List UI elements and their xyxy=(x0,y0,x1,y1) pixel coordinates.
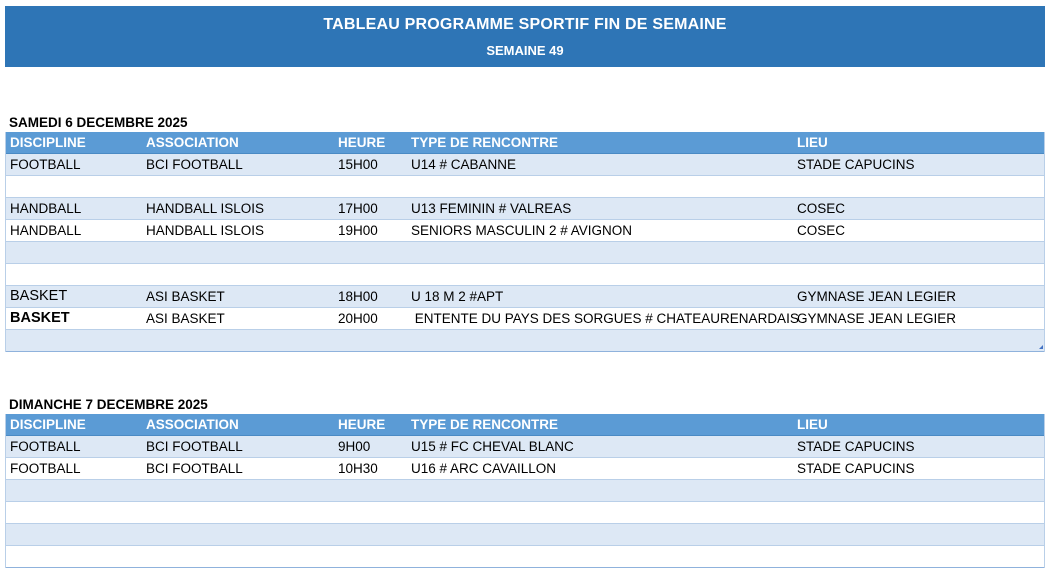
cell-lieu[interactable]: GYMNASE JEAN LEGIER xyxy=(797,289,957,304)
saturday-title: SAMEDI 6 DECEMBRE 2025 xyxy=(9,115,188,130)
header-lieu: LIEU xyxy=(797,417,828,432)
sunday-section: DIMANCHE 7 DECEMBRE 2025 DISCIPLINE ASSO… xyxy=(5,395,1045,568)
table-row xyxy=(6,242,1044,264)
cell-discipline[interactable]: FOOTBALL xyxy=(10,461,81,476)
header-discipline: DISCIPLINE xyxy=(10,417,86,432)
cell-association[interactable]: ASI BASKET xyxy=(146,311,225,326)
header-heure: HEURE xyxy=(338,135,386,150)
cell-discipline[interactable]: BASKET xyxy=(10,288,68,304)
header-association: ASSOCIATION xyxy=(146,135,239,150)
cell-heure[interactable]: 15H00 xyxy=(338,157,378,172)
header-lieu: LIEU xyxy=(797,135,828,150)
cell-association[interactable]: BCI FOOTBALL xyxy=(146,461,243,476)
sunday-title: DIMANCHE 7 DECEMBRE 2025 xyxy=(9,397,208,412)
cell-type[interactable]: U13 FEMININ # VALREAS xyxy=(411,201,572,216)
sunday-table: DISCIPLINE ASSOCIATION HEURE TYPE DE REN… xyxy=(5,414,1045,568)
cell-association[interactable]: BCI FOOTBALL xyxy=(146,157,243,172)
header-discipline: DISCIPLINE xyxy=(10,135,86,150)
cell-association[interactable]: BCI FOOTBALL xyxy=(146,439,243,454)
table-row xyxy=(6,330,1044,352)
cell-association[interactable]: HANDBALL ISLOIS xyxy=(146,201,265,216)
table-resize-handle-icon[interactable] xyxy=(1039,345,1043,349)
cell-lieu[interactable]: GYMNASE JEAN LEGIER xyxy=(797,311,957,326)
cell-heure[interactable]: 20H00 xyxy=(338,311,378,326)
header-type: TYPE DE RENCONTRE xyxy=(411,417,559,432)
cell-discipline[interactable]: HANDBALL xyxy=(10,201,82,216)
cell-lieu[interactable]: STADE CAPUCINS xyxy=(797,439,915,454)
cell-type[interactable]: U15 # FC CHEVAL BLANC xyxy=(411,439,574,454)
saturday-section: SAMEDI 6 DECEMBRE 2025 DISCIPLINE ASSOCI… xyxy=(5,113,1045,352)
table-row: HANDBALL HANDBALL ISLOIS 17H00 U13 FEMIN… xyxy=(6,198,1044,220)
table-row: FOOTBALL BCI FOOTBALL 10H30 U16 # ARC CA… xyxy=(6,458,1044,480)
page-title: TABLEAU PROGRAMME SPORTIF FIN DE SEMAINE xyxy=(323,16,727,33)
table-row xyxy=(6,502,1044,524)
cell-heure[interactable]: 10H30 xyxy=(338,461,378,476)
cell-association[interactable]: HANDBALL ISLOIS xyxy=(146,223,265,238)
cell-heure[interactable]: 19H00 xyxy=(338,223,378,238)
table-row xyxy=(6,546,1044,568)
saturday-table: DISCIPLINE ASSOCIATION HEURE TYPE DE REN… xyxy=(5,132,1045,352)
cell-type[interactable]: U16 # ARC CAVAILLON xyxy=(411,461,557,476)
cell-type[interactable]: U14 # CABANNE xyxy=(411,157,517,172)
header-type: TYPE DE RENCONTRE xyxy=(411,135,559,150)
week-subtitle: SEMAINE 49 xyxy=(486,43,564,58)
cell-discipline[interactable]: FOOTBALL xyxy=(10,157,81,172)
cell-type[interactable]: ENTENTE DU PAYS DES SORGUES # CHATEAUREN… xyxy=(411,311,799,326)
table-header-row: DISCIPLINE ASSOCIATION HEURE TYPE DE REN… xyxy=(6,132,1044,154)
table-row xyxy=(6,524,1044,546)
header-heure: HEURE xyxy=(338,417,386,432)
cell-discipline[interactable]: HANDBALL xyxy=(10,223,82,238)
table-row: HANDBALL HANDBALL ISLOIS 19H00 SENIORS M… xyxy=(6,220,1044,242)
table-row xyxy=(6,176,1044,198)
table-row xyxy=(6,480,1044,502)
table-header-row: DISCIPLINE ASSOCIATION HEURE TYPE DE REN… xyxy=(6,414,1044,436)
page-banner: TABLEAU PROGRAMME SPORTIF FIN DE SEMAINE… xyxy=(5,6,1045,67)
cell-type[interactable]: U 18 M 2 #APT xyxy=(411,289,504,304)
table-row: FOOTBALL BCI FOOTBALL 9H00 U15 # FC CHEV… xyxy=(6,436,1044,458)
cell-lieu[interactable]: COSEC xyxy=(797,223,846,238)
cell-lieu[interactable]: COSEC xyxy=(797,201,846,216)
table-row: FOOTBALL BCI FOOTBALL 15H00 U14 # CABANN… xyxy=(6,154,1044,176)
table-row: BASKET ASI BASKET 18H00 U 18 M 2 #APT GY… xyxy=(6,286,1044,308)
header-association: ASSOCIATION xyxy=(146,417,239,432)
cell-heure[interactable]: 9H00 xyxy=(338,439,371,454)
cell-lieu[interactable]: STADE CAPUCINS xyxy=(797,157,915,172)
cell-association[interactable]: ASI BASKET xyxy=(146,289,225,304)
cell-type[interactable]: SENIORS MASCULIN 2 # AVIGNON xyxy=(411,223,633,238)
cell-discipline[interactable]: BASKET xyxy=(10,310,70,326)
cell-lieu[interactable]: STADE CAPUCINS xyxy=(797,461,915,476)
table-row xyxy=(6,264,1044,286)
cell-heure[interactable]: 18H00 xyxy=(338,289,378,304)
table-row: BASKET ASI BASKET 20H00 ENTENTE DU PAYS … xyxy=(6,308,1044,330)
cell-heure[interactable]: 17H00 xyxy=(338,201,378,216)
cell-discipline[interactable]: FOOTBALL xyxy=(10,439,81,454)
